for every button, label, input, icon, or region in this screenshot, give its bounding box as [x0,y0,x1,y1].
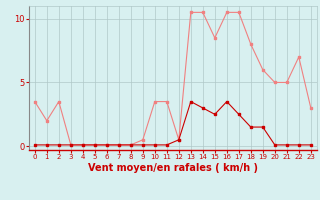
X-axis label: Vent moyen/en rafales ( km/h ): Vent moyen/en rafales ( km/h ) [88,163,258,173]
